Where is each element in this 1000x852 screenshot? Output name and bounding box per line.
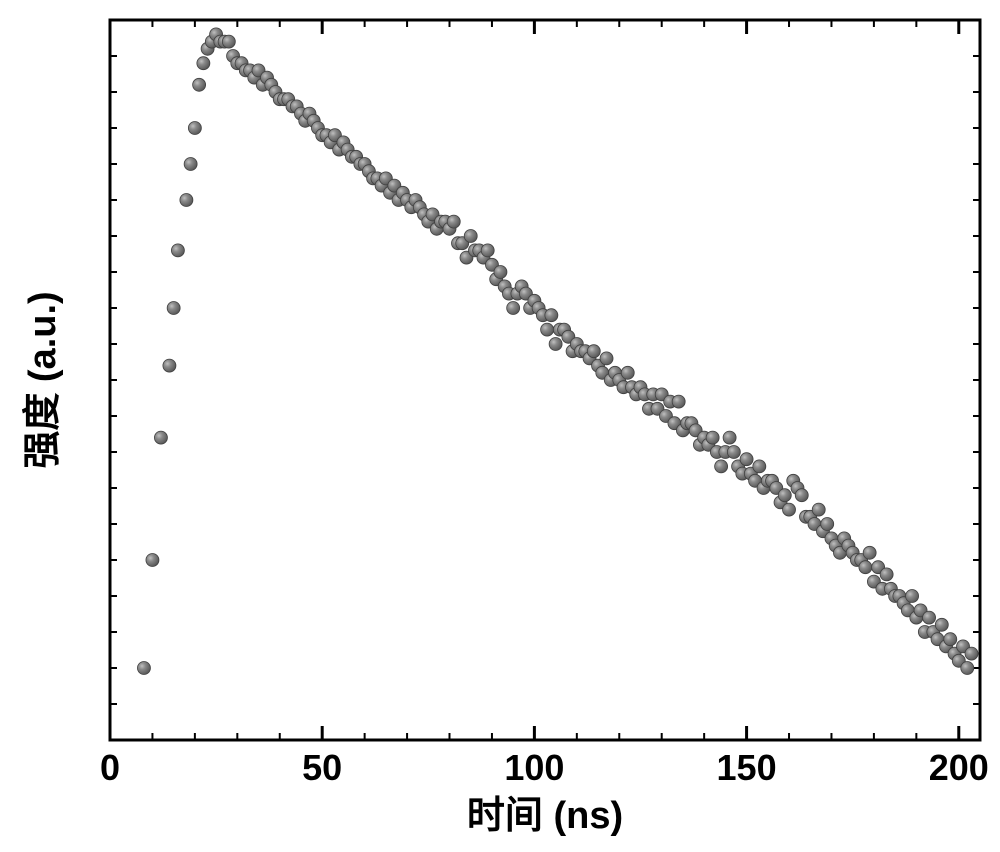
data-point (137, 662, 150, 675)
data-point (727, 446, 740, 459)
data-point (812, 503, 825, 516)
data-point (961, 662, 974, 675)
data-point (154, 431, 167, 444)
data-point (184, 158, 197, 171)
data-point (863, 546, 876, 559)
data-point (549, 338, 562, 351)
x-tick-label: 200 (929, 747, 989, 788)
data-point (795, 489, 808, 502)
data-point (587, 345, 600, 358)
data-point (222, 35, 235, 48)
data-point (541, 323, 554, 336)
data-point (494, 266, 507, 279)
decay-scatter-chart: 0 50 100 150 200 时间 (ns) 强度 (a.u.) (0, 0, 1000, 852)
data-point (167, 302, 180, 315)
data-point (783, 503, 796, 516)
scatter-series (137, 28, 978, 675)
data-point (447, 215, 460, 228)
data-point (740, 453, 753, 466)
data-point (180, 194, 193, 207)
data-point (188, 122, 201, 135)
data-point (906, 590, 919, 603)
chart-container: 0 50 100 150 200 时间 (ns) 强度 (a.u.) (0, 0, 1000, 852)
data-point (545, 309, 558, 322)
x-tick-label: 0 (100, 747, 120, 788)
data-point (481, 244, 494, 257)
data-point (880, 568, 893, 581)
data-point (778, 489, 791, 502)
data-point (464, 230, 477, 243)
x-axis-label: 时间 (ns) (467, 795, 623, 837)
data-point (821, 518, 834, 531)
x-tick-label: 50 (302, 747, 342, 788)
data-point (672, 395, 685, 408)
data-point (507, 302, 520, 315)
data-point (163, 359, 176, 372)
data-point (715, 460, 728, 473)
data-point (193, 78, 206, 91)
data-point (753, 460, 766, 473)
data-point (146, 554, 159, 567)
x-tick-label: 100 (504, 747, 564, 788)
data-point (965, 647, 978, 660)
x-tick-label: 150 (717, 747, 777, 788)
data-point (723, 431, 736, 444)
data-point (859, 561, 872, 574)
data-point (171, 244, 184, 257)
data-point (944, 633, 957, 646)
data-point (600, 352, 613, 365)
data-point (706, 431, 719, 444)
data-point (923, 611, 936, 624)
data-point (935, 618, 948, 631)
data-point (197, 57, 210, 70)
data-point (621, 366, 634, 379)
y-axis-label: 强度 (a.u.) (22, 291, 64, 468)
